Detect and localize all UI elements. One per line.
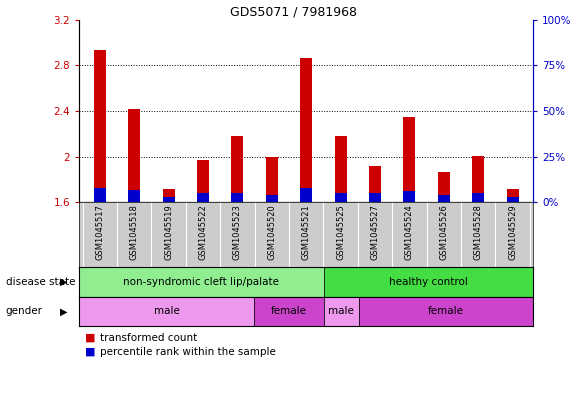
Text: GSM1045518: GSM1045518 — [130, 204, 139, 260]
Text: GDS5071 / 7981968: GDS5071 / 7981968 — [230, 6, 356, 19]
Text: GSM1045527: GSM1045527 — [370, 204, 380, 260]
Bar — [300, 59, 312, 202]
Bar — [335, 193, 346, 202]
Text: GSM1045520: GSM1045520 — [267, 204, 276, 260]
Bar — [506, 197, 519, 202]
Text: GSM1045525: GSM1045525 — [336, 204, 345, 260]
Bar — [162, 189, 175, 202]
Bar — [506, 189, 519, 202]
Text: ▶: ▶ — [60, 277, 67, 287]
Text: gender: gender — [6, 307, 43, 316]
Bar — [403, 117, 415, 202]
Bar — [128, 189, 140, 202]
Bar — [323, 297, 359, 326]
Bar — [94, 50, 106, 202]
Text: GSM1045521: GSM1045521 — [302, 204, 311, 260]
Bar — [162, 197, 175, 202]
Bar — [94, 188, 106, 202]
Text: GSM1045519: GSM1045519 — [164, 204, 173, 260]
Bar — [359, 297, 533, 326]
Bar — [231, 193, 243, 202]
Text: GSM1045523: GSM1045523 — [233, 204, 242, 260]
Bar — [335, 136, 346, 202]
Text: GSM1045529: GSM1045529 — [508, 204, 517, 260]
Text: healthy control: healthy control — [389, 277, 468, 287]
Bar — [79, 297, 254, 326]
Bar — [266, 157, 278, 202]
Text: ▶: ▶ — [60, 307, 67, 316]
Text: non-syndromic cleft lip/palate: non-syndromic cleft lip/palate — [124, 277, 280, 287]
Bar — [323, 267, 533, 297]
Bar — [197, 160, 209, 202]
Text: male: male — [328, 307, 354, 316]
Text: female: female — [428, 307, 464, 316]
Text: GSM1045524: GSM1045524 — [405, 204, 414, 260]
Bar — [300, 188, 312, 202]
Bar — [266, 195, 278, 202]
Text: ■: ■ — [85, 333, 96, 343]
Text: disease state: disease state — [6, 277, 76, 287]
Bar — [403, 191, 415, 202]
Text: percentile rank within the sample: percentile rank within the sample — [100, 347, 275, 357]
Bar — [472, 156, 484, 202]
Text: male: male — [154, 307, 179, 316]
Text: GSM1045526: GSM1045526 — [440, 204, 448, 260]
Text: GSM1045528: GSM1045528 — [473, 204, 483, 260]
Bar — [369, 193, 381, 202]
Bar — [369, 166, 381, 202]
Text: female: female — [271, 307, 306, 316]
Text: ■: ■ — [85, 347, 96, 357]
Text: transformed count: transformed count — [100, 333, 197, 343]
Bar — [197, 193, 209, 202]
Bar — [254, 297, 323, 326]
Bar — [472, 193, 484, 202]
Text: GSM1045522: GSM1045522 — [199, 204, 207, 260]
Bar — [231, 136, 243, 202]
Bar — [438, 195, 450, 202]
Text: GSM1045517: GSM1045517 — [96, 204, 104, 260]
Bar — [128, 109, 140, 202]
Bar — [438, 172, 450, 202]
Bar — [79, 267, 323, 297]
